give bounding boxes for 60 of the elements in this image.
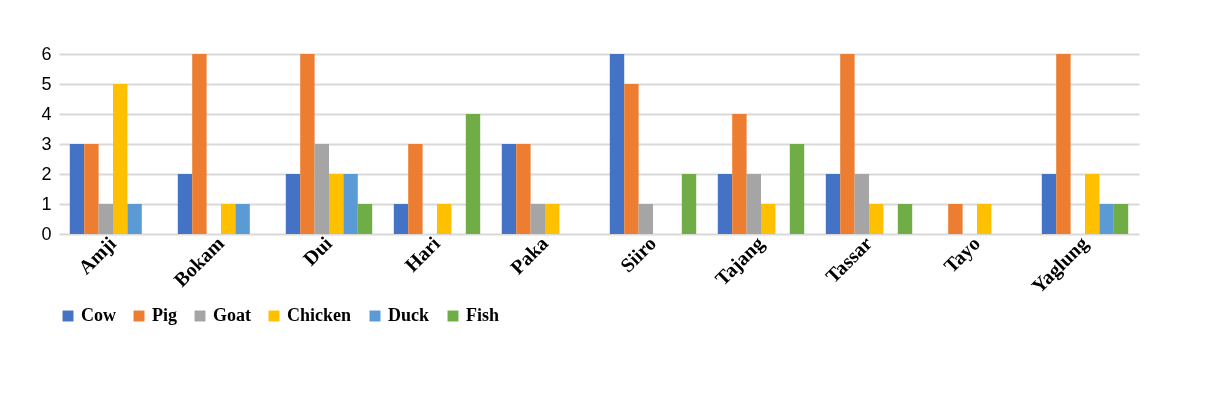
- bar: [192, 54, 207, 234]
- bar: [1113, 204, 1129, 234]
- bar: [127, 204, 142, 234]
- bar: [437, 204, 452, 234]
- bar: [285, 174, 301, 234]
- bar: [638, 204, 653, 234]
- bar: [1041, 174, 1057, 234]
- bar: [717, 174, 733, 234]
- bar: [343, 174, 358, 234]
- bar: [977, 204, 992, 234]
- bar: [746, 174, 761, 234]
- bar: [624, 84, 639, 234]
- bar: [329, 174, 344, 234]
- bar: [300, 54, 315, 234]
- bar: [854, 174, 869, 234]
- x-tick-label: Dui: [298, 231, 337, 270]
- y-tick-label: 5: [41, 73, 52, 94]
- bar: [948, 204, 963, 234]
- bar: [545, 204, 560, 234]
- bar: [408, 144, 423, 234]
- bar: [840, 54, 855, 234]
- bar: [314, 144, 329, 234]
- bar: [393, 204, 409, 234]
- y-tick-label: 3: [41, 133, 52, 154]
- y-tick-label: 1: [41, 193, 52, 214]
- bar: [530, 204, 545, 234]
- bar: [609, 54, 625, 234]
- legend-label: Pig: [152, 305, 177, 325]
- bar: [516, 144, 531, 234]
- bar: [1056, 54, 1071, 234]
- bar: [501, 144, 517, 234]
- bar: [221, 204, 236, 234]
- legend-label: Goat: [213, 305, 251, 325]
- bar: [84, 144, 99, 234]
- y-tick-label: 6: [41, 43, 52, 64]
- bar: [357, 204, 373, 234]
- bar: [789, 144, 805, 234]
- bar: [235, 204, 250, 234]
- bar: [869, 204, 884, 234]
- bar: [732, 114, 747, 234]
- bar: [681, 174, 697, 234]
- x-tick-label: Siiro: [615, 232, 661, 277]
- y-tick-label: 4: [41, 103, 52, 124]
- bar: [113, 84, 128, 234]
- y-tick-label: 0: [41, 223, 52, 244]
- bar: [69, 144, 85, 234]
- legend-label: Chicken: [287, 305, 352, 325]
- bar: [98, 204, 113, 234]
- bar: [177, 174, 193, 234]
- bar: [1099, 204, 1114, 234]
- bar: [897, 204, 913, 234]
- bar: [1085, 174, 1100, 234]
- legend-label: Cow: [81, 305, 116, 325]
- legend-label: Fish: [466, 305, 500, 325]
- legend-label: Duck: [388, 305, 430, 325]
- bar: [761, 204, 776, 234]
- y-tick-label: 2: [41, 163, 52, 184]
- bar: [465, 114, 481, 234]
- bar: [825, 174, 841, 234]
- x-tick-label: Tayo: [939, 232, 985, 278]
